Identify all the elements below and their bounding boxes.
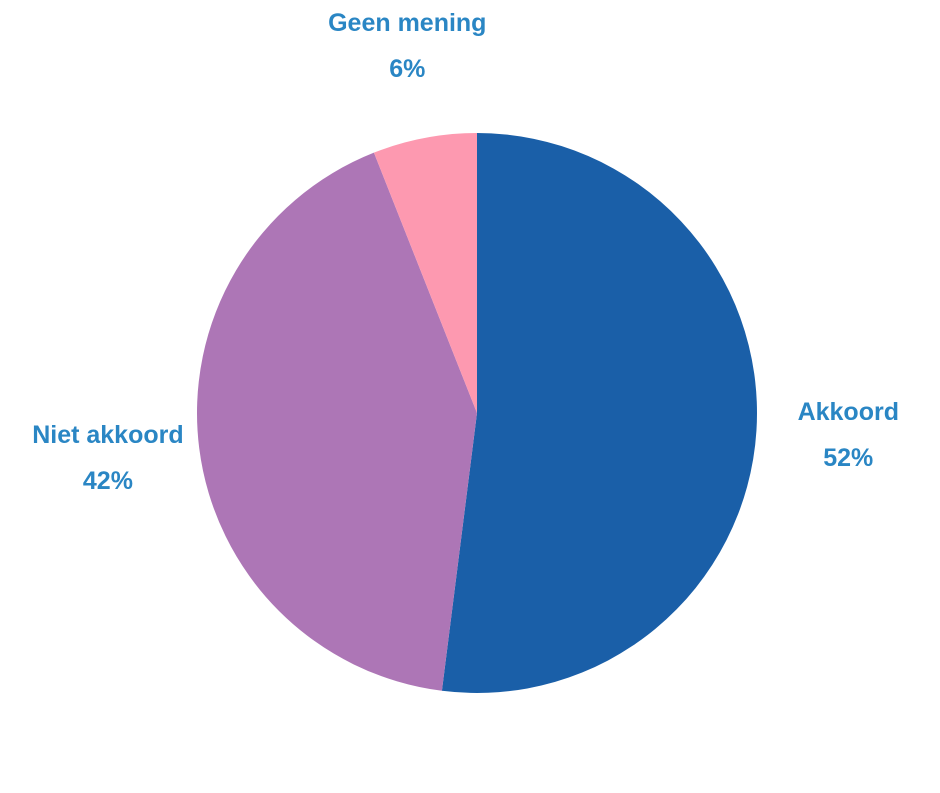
slice-label: Niet akkoord [32, 421, 183, 449]
pie-slice [441, 133, 757, 693]
pie-slice [373, 133, 477, 413]
slice-label: Geen mening [328, 9, 486, 37]
slice-label: Akkoord [798, 398, 899, 426]
slice-value-label: 42% [83, 467, 133, 495]
slice-value-label: 6% [389, 55, 425, 83]
pie-slice [197, 152, 477, 691]
slice-value-label: 52% [823, 444, 873, 472]
